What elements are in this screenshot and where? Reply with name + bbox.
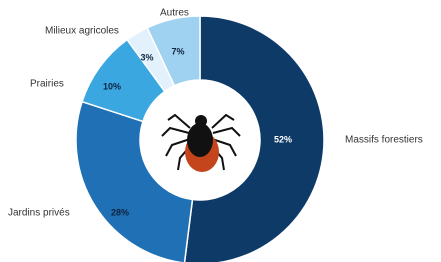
category-label: Massifs forestiers <box>345 135 423 146</box>
category-label: Milieux agricoles <box>45 26 119 37</box>
category-label: Autres <box>160 8 189 19</box>
category-label: Jardins privés <box>8 208 70 219</box>
category-label: Prairies <box>30 79 64 90</box>
value-label: 7% <box>171 46 184 56</box>
chart: Massifs forestiers 52% Jardins privés 28% Pr… <box>0 0 441 262</box>
value-label: 10% <box>103 81 121 91</box>
value-label: 52% <box>274 134 292 144</box>
value-label: 3% <box>140 52 153 62</box>
value-label: 28% <box>111 207 129 217</box>
